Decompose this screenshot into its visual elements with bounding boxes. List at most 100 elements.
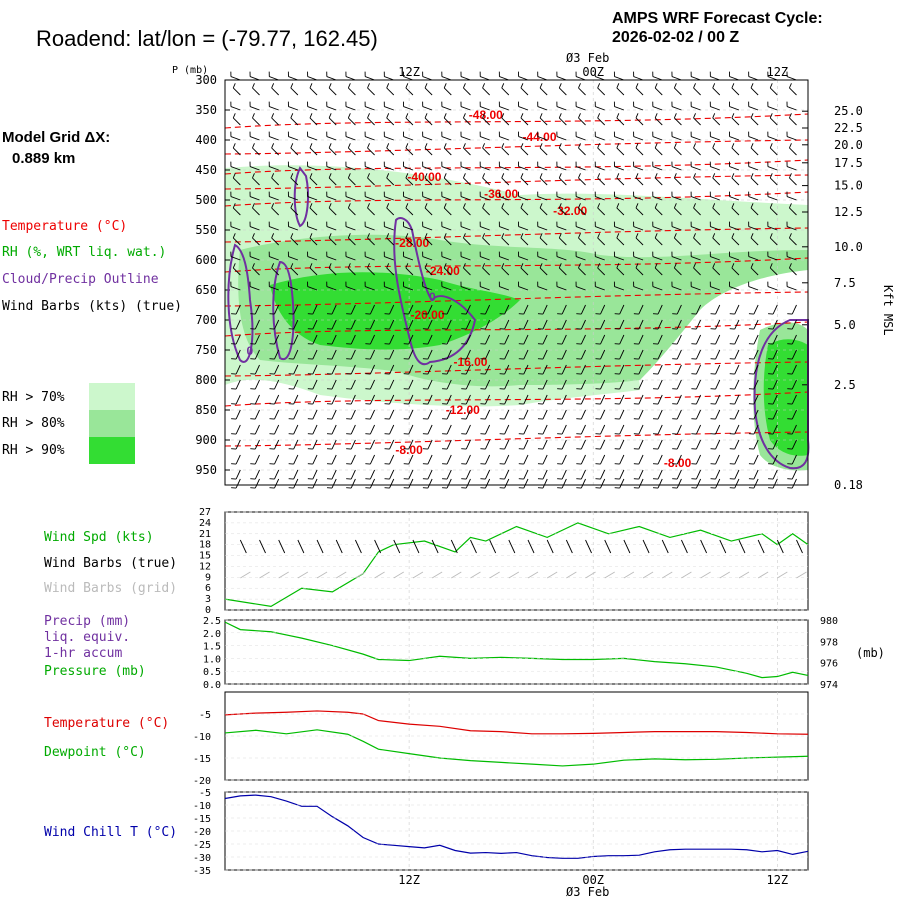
wind-barb-staff: [254, 379, 260, 390]
wind-barb-staff: [350, 379, 356, 390]
wind-barb-staff: [654, 177, 663, 186]
model-grid-value: 0.889 km: [12, 150, 75, 167]
wind-barb-staff: [518, 166, 529, 171]
wind-barb-staff: [403, 166, 414, 171]
precip-liq-label: liq. equiv.: [44, 630, 130, 645]
wind-barb-staff: [365, 226, 375, 231]
wind-barb-staff: [293, 424, 299, 435]
wind-barb-staff: [578, 117, 586, 126]
wind-barb-grid: [489, 571, 500, 579]
top-date-label: Ø3 Feb: [566, 51, 609, 65]
wind-barb-staff: [674, 147, 682, 156]
wind-barb-staff: [575, 106, 586, 111]
wind-barb-true: [700, 539, 708, 554]
wind-barb-staff: [480, 166, 490, 171]
isotherm-line: [224, 431, 809, 447]
wind-barb-staff: [326, 226, 337, 231]
wind-barb-staff: [427, 349, 433, 360]
wind-barb-staff: [580, 478, 586, 489]
wind-barb-staff: [485, 319, 491, 330]
wind-barb-flag: [271, 143, 275, 149]
wind-barb-staff: [578, 207, 586, 216]
wind-barb-staff: [309, 87, 318, 96]
wind-barb-true: [259, 539, 266, 554]
wind-barb-staff: [235, 394, 241, 405]
wind-barb-staff: [537, 286, 548, 291]
wind-barb-grid: [335, 571, 347, 579]
wind-barb-staff: [652, 226, 663, 231]
pressure-unit-label: (mb): [856, 646, 885, 660]
wind-barb-staff: [748, 166, 759, 171]
wind-barb-staff: [309, 267, 318, 276]
wind-barb-true: [661, 539, 669, 554]
wind-barb-staff: [537, 196, 548, 201]
wind-barb-flag: [654, 83, 658, 89]
wind-barb-staff: [389, 379, 395, 390]
wind-barb-flag: [482, 233, 486, 239]
wind-barb-staff: [328, 87, 337, 96]
wind-barb-staff: [654, 267, 663, 276]
wind-barb-flag: [616, 233, 620, 239]
wind-barb-staff: [578, 87, 586, 96]
wind-barb-flag: [731, 233, 735, 239]
precip-tick-label: 0.5: [203, 667, 221, 678]
wind-barb-staff: [657, 454, 663, 465]
wind-barb-staff: [288, 226, 299, 231]
wind-barb-staff: [422, 226, 433, 231]
isotherm-label: -28.00: [395, 236, 429, 250]
isotherm-label: -20.00: [411, 308, 445, 322]
wind-barb-staff: [575, 286, 586, 291]
wind-barb-staff: [427, 424, 433, 435]
wind-barb-staff: [595, 256, 605, 261]
height-tick-label: 0.18: [834, 478, 863, 492]
isotherm-line: [224, 321, 809, 337]
wind-barb-flag: [693, 83, 696, 89]
wind-barb-flag: [271, 113, 275, 119]
wind-barb-staff: [753, 379, 759, 390]
wind-barb-staff: [772, 454, 778, 465]
precip-tick-label: 2.5: [203, 616, 221, 627]
wind-barb-staff: [405, 117, 414, 126]
wind-barb-staff: [616, 267, 625, 276]
wind-barb-staff: [405, 207, 414, 216]
wind-barb-flag: [750, 143, 754, 149]
wind-barb-staff: [657, 409, 663, 420]
wind-barb-flag: [290, 83, 294, 89]
wind-barb-flag: [367, 263, 370, 269]
wind-barb-staff: [786, 286, 797, 291]
wind-barb-flag: [424, 233, 428, 239]
wind-barb-staff: [405, 177, 414, 186]
wind-barb-staff: [558, 147, 567, 156]
wind-barb-staff: [767, 286, 778, 291]
wind-barb-staff: [578, 267, 586, 276]
wind-barb-staff: [460, 76, 471, 81]
wind-barb-staff: [482, 267, 490, 276]
wind-barb-staff: [715, 364, 721, 375]
wind-barb-staff: [542, 454, 548, 465]
wind-barb-staff: [731, 87, 740, 96]
wind-barb-flag: [616, 83, 620, 89]
wind-barb-staff: [542, 394, 548, 405]
wind-barb-flag: [731, 263, 735, 269]
wind-barb-flag: [328, 173, 332, 179]
wind-barb-staff: [791, 439, 797, 450]
wind-barb-flag: [252, 113, 255, 119]
wind-barb-staff: [463, 267, 471, 276]
wind-barb-staff: [619, 454, 625, 465]
wind-barb-staff: [654, 207, 663, 216]
wind-barb-staff: [252, 177, 260, 186]
wind-barb-flag: [539, 203, 543, 209]
pressure-label: Pressure (mb): [44, 664, 146, 679]
wind-barb-grid: [259, 571, 270, 579]
wind-barb-staff: [657, 394, 663, 405]
wind-barb-staff: [542, 478, 548, 489]
wind-barb-grid: [642, 571, 654, 579]
wind-barb-staff: [769, 117, 778, 126]
wind-barb-staff: [274, 469, 280, 480]
wind-barb-flag: [789, 263, 792, 269]
wind-barb-staff: [578, 237, 586, 246]
wind-barb-staff: [772, 439, 778, 450]
wind-barb-staff: [600, 409, 606, 420]
wind-barb-staff: [734, 379, 740, 390]
isotherm-label: -48.00: [469, 108, 503, 122]
